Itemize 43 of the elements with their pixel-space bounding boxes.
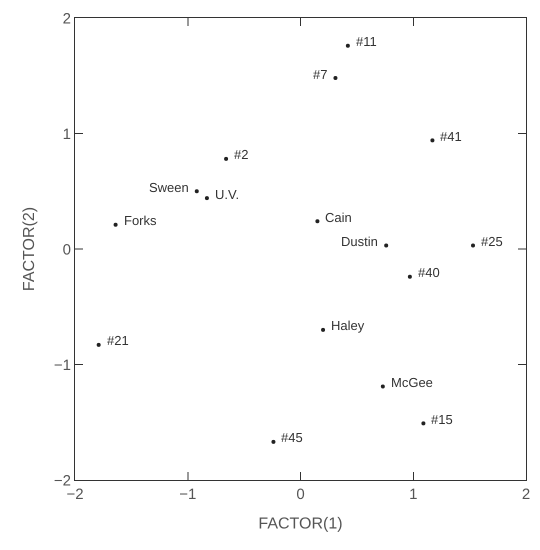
annotation: #25 <box>481 234 503 249</box>
y-tick-label: 1 <box>62 126 71 143</box>
x-tick-label: 2 <box>522 486 530 503</box>
annotation: McGee <box>391 375 433 390</box>
annotation: U.V. <box>215 187 240 202</box>
point <box>271 440 276 444</box>
point <box>315 219 320 224</box>
y-axis-title: FACTOR(2) <box>20 206 38 292</box>
point <box>333 76 338 80</box>
point <box>194 189 199 194</box>
annotation: #40 <box>418 265 440 280</box>
annotation: #15 <box>431 412 453 427</box>
annotation: #2 <box>234 147 248 162</box>
y-tick-label: −1 <box>54 356 71 374</box>
point <box>380 384 385 388</box>
point <box>96 342 101 347</box>
annotation: Cain <box>325 210 352 225</box>
annotation: Sween <box>149 180 189 195</box>
y-tick-label: 0 <box>62 241 71 258</box>
x-axis-title: FACTOR(1) <box>258 516 343 533</box>
annotation: #11 <box>356 34 377 49</box>
y-tick-label: 2 <box>62 10 71 28</box>
x-tick-label: 0 <box>296 486 305 503</box>
annotation: #7 <box>313 67 328 82</box>
annotation: #45 <box>281 430 303 445</box>
point <box>224 156 228 161</box>
annotation: Forks <box>124 213 157 228</box>
x-tick-label: −1 <box>179 486 196 503</box>
annotation: #41 <box>440 129 462 144</box>
point <box>321 328 326 332</box>
point <box>204 196 209 200</box>
point <box>384 244 388 248</box>
point <box>421 421 426 426</box>
y-tick-label: −2 <box>54 472 71 490</box>
point <box>114 222 118 227</box>
point <box>430 138 434 142</box>
point <box>408 274 412 279</box>
x-tick-label: 1 <box>409 486 418 503</box>
annotation: #21 <box>107 333 129 348</box>
annotation: Dustin <box>341 234 378 249</box>
point <box>346 44 350 48</box>
annotation: Haley <box>331 318 365 333</box>
point <box>471 244 476 248</box>
